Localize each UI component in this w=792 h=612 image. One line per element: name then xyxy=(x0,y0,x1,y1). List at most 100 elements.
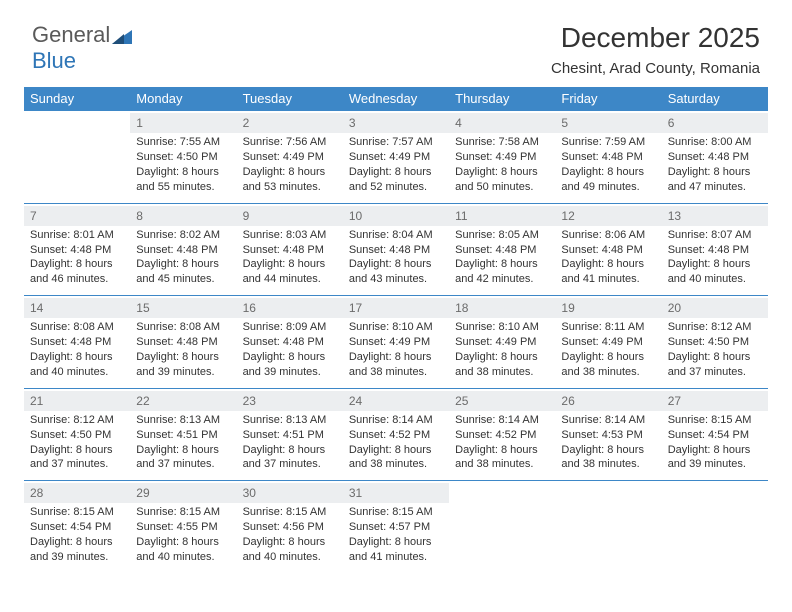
daylight-text: Daylight: 8 hours xyxy=(561,350,655,365)
daylight-text: and 39 minutes. xyxy=(30,550,124,565)
sunrise-text: Sunrise: 8:15 AM xyxy=(136,505,230,520)
sunrise-text: Sunrise: 7:58 AM xyxy=(455,135,549,150)
daylight-text: and 50 minutes. xyxy=(455,180,549,195)
sunrise-text: Sunrise: 8:04 AM xyxy=(349,228,443,243)
sunset-text: Sunset: 4:55 PM xyxy=(136,520,230,535)
calendar-cell: 13Sunrise: 8:07 AMSunset: 4:48 PMDayligh… xyxy=(662,203,768,296)
sunset-text: Sunset: 4:48 PM xyxy=(136,335,230,350)
daylight-text: Daylight: 8 hours xyxy=(30,535,124,550)
weekday-header-row: Sunday Monday Tuesday Wednesday Thursday… xyxy=(24,87,768,111)
sunrise-text: Sunrise: 8:02 AM xyxy=(136,228,230,243)
day-number: 26 xyxy=(555,391,661,411)
sunset-text: Sunset: 4:48 PM xyxy=(349,243,443,258)
sunrise-text: Sunrise: 8:10 AM xyxy=(455,320,549,335)
daylight-text: and 43 minutes. xyxy=(349,272,443,287)
sunset-text: Sunset: 4:48 PM xyxy=(243,335,337,350)
weekday-header: Monday xyxy=(130,87,236,111)
daylight-text: Daylight: 8 hours xyxy=(243,443,337,458)
daylight-text: Daylight: 8 hours xyxy=(561,257,655,272)
sunrise-text: Sunrise: 8:01 AM xyxy=(30,228,124,243)
day-number: 4 xyxy=(449,113,555,133)
daylight-text: and 38 minutes. xyxy=(349,365,443,380)
sunset-text: Sunset: 4:51 PM xyxy=(136,428,230,443)
daylight-text: Daylight: 8 hours xyxy=(455,350,549,365)
calendar-cell: 28Sunrise: 8:15 AMSunset: 4:54 PMDayligh… xyxy=(24,481,130,573)
calendar-cell xyxy=(449,481,555,573)
calendar-cell: 12Sunrise: 8:06 AMSunset: 4:48 PMDayligh… xyxy=(555,203,661,296)
calendar-cell: 2Sunrise: 7:56 AMSunset: 4:49 PMDaylight… xyxy=(237,111,343,204)
calendar-cell: 10 Sunrise: 8:04 AMSunset: 4:48 PMDayligh… xyxy=(343,203,449,296)
daylight-text: Daylight: 8 hours xyxy=(136,443,230,458)
sunset-text: Sunset: 4:48 PM xyxy=(561,243,655,258)
calendar-cell: 17Sunrise: 8:10 AMSunset: 4:49 PMDayligh… xyxy=(343,296,449,389)
calendar-cell xyxy=(662,481,768,573)
daylight-text: Daylight: 8 hours xyxy=(455,165,549,180)
daylight-text: Daylight: 8 hours xyxy=(243,535,337,550)
brand-part1: General xyxy=(32,22,110,47)
day-number: 29 xyxy=(130,483,236,503)
sunset-text: Sunset: 4:54 PM xyxy=(30,520,124,535)
daylight-text: Daylight: 8 hours xyxy=(561,443,655,458)
calendar-cell: 1Sunrise: 7:55 AMSunset: 4:50 PMDaylight… xyxy=(130,111,236,204)
brand-logo: General Blue xyxy=(32,22,132,74)
calendar-cell: 11Sunrise: 8:05 AMSunset: 4:48 PMDayligh… xyxy=(449,203,555,296)
calendar-cell: 3Sunrise: 7:57 AMSunset: 4:49 PMDaylight… xyxy=(343,111,449,204)
weekday-header: Wednesday xyxy=(343,87,449,111)
sunset-text: Sunset: 4:56 PM xyxy=(243,520,337,535)
daylight-text: Daylight: 8 hours xyxy=(455,443,549,458)
day-number: 1 xyxy=(130,113,236,133)
daylight-text: and 40 minutes. xyxy=(668,272,762,287)
daylight-text: Daylight: 8 hours xyxy=(136,165,230,180)
daylight-text: and 40 minutes. xyxy=(136,550,230,565)
calendar-cell: 15 Sunrise: 8:08 AMSunset: 4:48 PMDayligh… xyxy=(130,296,236,389)
sunset-text: Sunset: 4:49 PM xyxy=(455,150,549,165)
sunrise-text: Sunrise: 8:14 AM xyxy=(561,413,655,428)
calendar-cell: 21Sunrise: 8:12 AMSunset: 4:50 PMDayligh… xyxy=(24,388,130,481)
daylight-text: Daylight: 8 hours xyxy=(136,350,230,365)
sunrise-text: Sunrise: 8:08 AM xyxy=(136,320,230,335)
daylight-text: Daylight: 8 hours xyxy=(30,350,124,365)
day-number: 16 xyxy=(237,298,343,318)
day-number: 10 xyxy=(343,206,449,226)
daylight-text: Daylight: 8 hours xyxy=(349,257,443,272)
sunset-text: Sunset: 4:48 PM xyxy=(668,150,762,165)
day-number: 31 xyxy=(343,483,449,503)
calendar-cell: 26Sunrise: 8:14 AMSunset: 4:53 PMDayligh… xyxy=(555,388,661,481)
day-number: 15 xyxy=(130,298,236,318)
daylight-text: and 38 minutes. xyxy=(455,365,549,380)
daylight-text: Daylight: 8 hours xyxy=(349,443,443,458)
daylight-text: Daylight: 8 hours xyxy=(136,535,230,550)
calendar-cell: 24 Sunrise: 8:14 AMSunset: 4:52 PMDayligh… xyxy=(343,388,449,481)
daylight-text: Daylight: 8 hours xyxy=(243,257,337,272)
daylight-text: and 37 minutes. xyxy=(243,457,337,472)
sunrise-text: Sunrise: 7:59 AM xyxy=(561,135,655,150)
daylight-text: and 41 minutes. xyxy=(349,550,443,565)
calendar-cell: 29 Sunrise: 8:15 AMSunset: 4:55 PMDayligh… xyxy=(130,481,236,573)
day-number: 22 xyxy=(130,391,236,411)
sunrise-text: Sunrise: 8:14 AM xyxy=(349,413,443,428)
daylight-text: and 53 minutes. xyxy=(243,180,337,195)
weekday-header: Friday xyxy=(555,87,661,111)
day-number: 24 xyxy=(343,391,449,411)
sunset-text: Sunset: 4:48 PM xyxy=(243,243,337,258)
sunset-text: Sunset: 4:48 PM xyxy=(136,243,230,258)
sunrise-text: Sunrise: 7:55 AM xyxy=(136,135,230,150)
daylight-text: and 37 minutes. xyxy=(30,457,124,472)
day-number: 3 xyxy=(343,113,449,133)
sunrise-text: Sunrise: 8:15 AM xyxy=(668,413,762,428)
daylight-text: Daylight: 8 hours xyxy=(136,257,230,272)
daylight-text: Daylight: 8 hours xyxy=(349,165,443,180)
day-number: 27 xyxy=(662,391,768,411)
sunset-text: Sunset: 4:48 PM xyxy=(30,243,124,258)
sunset-text: Sunset: 4:52 PM xyxy=(455,428,549,443)
sunrise-text: Sunrise: 7:57 AM xyxy=(349,135,443,150)
calendar-cell: 30Sunrise: 8:15 AMSunset: 4:56 PMDayligh… xyxy=(237,481,343,573)
daylight-text: and 52 minutes. xyxy=(349,180,443,195)
sunset-text: Sunset: 4:49 PM xyxy=(349,335,443,350)
calendar-cell: 23Sunrise: 8:13 AMSunset: 4:51 PMDayligh… xyxy=(237,388,343,481)
calendar-row: 28Sunrise: 8:15 AMSunset: 4:54 PMDayligh… xyxy=(24,481,768,573)
calendar-cell: 16Sunrise: 8:09 AMSunset: 4:48 PMDayligh… xyxy=(237,296,343,389)
sunrise-text: Sunrise: 8:10 AM xyxy=(349,320,443,335)
sunset-text: Sunset: 4:52 PM xyxy=(349,428,443,443)
daylight-text: Daylight: 8 hours xyxy=(243,350,337,365)
